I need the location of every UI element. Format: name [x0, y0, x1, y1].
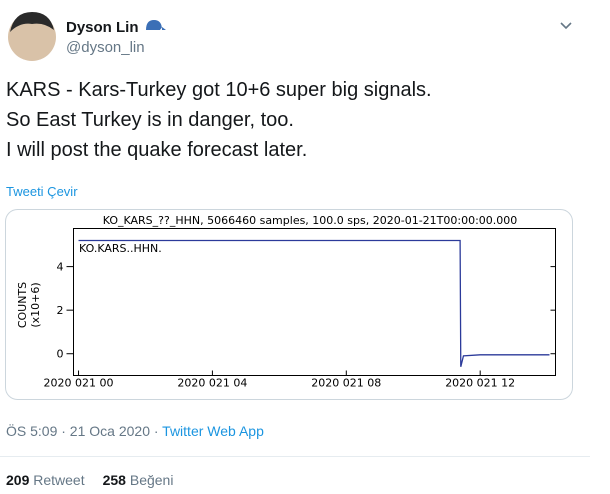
translate-link[interactable]: Tweeti Çevir	[6, 184, 78, 199]
tweet-line: So East Turkey is in danger, too.	[6, 109, 294, 131]
y-tick-label: 0	[57, 348, 64, 361]
x-tick-label: 2020 021 12	[445, 377, 515, 390]
retweet-count[interactable]: 209	[6, 472, 30, 488]
tweet-line: I will post the quake forecast later.	[6, 139, 307, 161]
cap-emoji	[146, 20, 166, 30]
media-card[interactable]	[5, 209, 573, 400]
y-axis-label: COUNTS	[16, 282, 29, 328]
like-label[interactable]: Beğeni	[126, 472, 173, 488]
chart: KO_KARS_??_HHN, 5066460 samples, 100.0 s…	[16, 214, 556, 390]
trace-label: KO.KARS..HHN.	[79, 242, 162, 255]
stats: 209 Retweet 258 Beğeni	[6, 472, 173, 488]
handle[interactable]: @dyson_lin	[66, 39, 145, 56]
x-tick-label: 2020 021 00	[44, 377, 114, 390]
timestamp[interactable]: ÖS 5:09 · 21 Oca 2020 ·	[6, 422, 162, 439]
chart-title: KO_KARS_??_HHN, 5066460 samples, 100.0 s…	[103, 214, 518, 227]
like-count[interactable]: 258	[103, 472, 127, 488]
y-tick-label: 4	[57, 261, 64, 274]
y-axis-label: (x10+6)	[29, 282, 42, 327]
source-link[interactable]: Twitter Web App	[162, 423, 264, 439]
tweet-line: KARS - Kars-Turkey got 10+6 super big si…	[6, 79, 432, 101]
y-tick-label: 2	[57, 304, 64, 317]
menu-chevron[interactable]	[560, 22, 572, 30]
retweet-label[interactable]: Retweet	[29, 472, 84, 488]
avatar-hair	[10, 12, 54, 32]
timestamp-line: ÖS 5:09 · 21 Oca 2020 · Twitter Web App	[6, 422, 264, 439]
plot-frame	[73, 228, 556, 376]
x-tick-label: 2020 021 04	[177, 377, 247, 390]
display-name[interactable]: Dyson Lin	[66, 19, 139, 36]
waveform	[78, 239, 550, 367]
x-tick-label: 2020 021 08	[311, 377, 381, 390]
